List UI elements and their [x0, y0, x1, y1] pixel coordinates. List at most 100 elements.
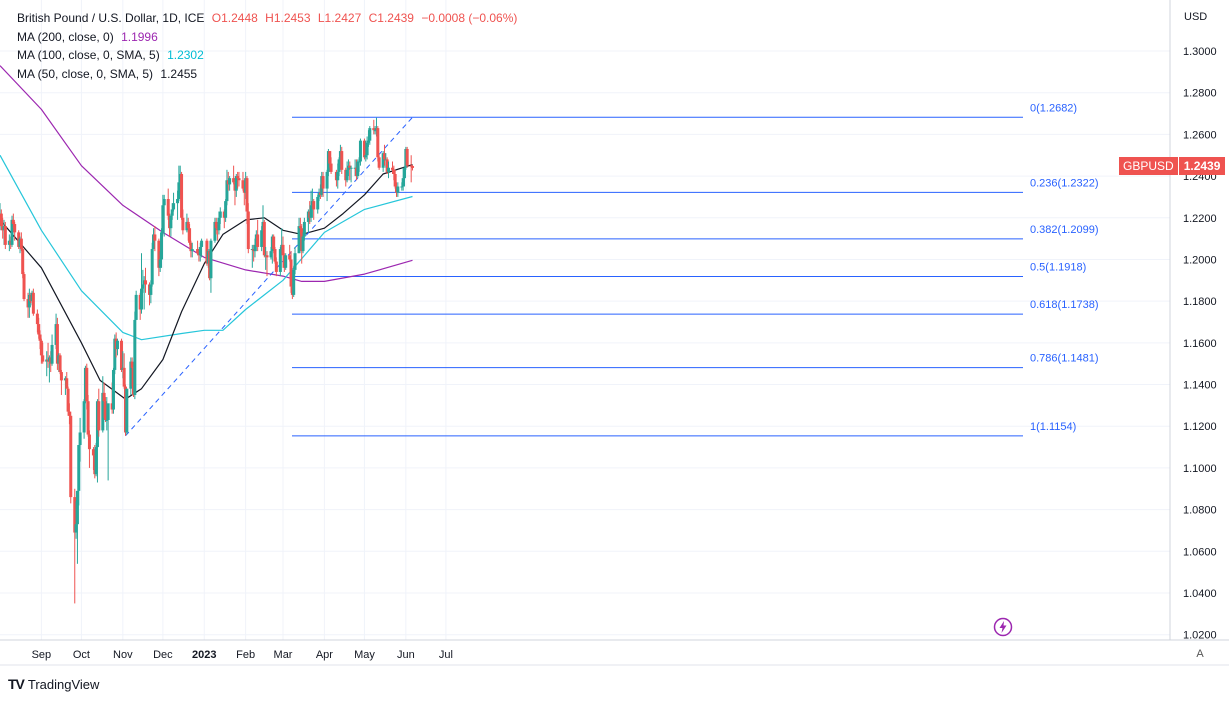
- candle: [50, 334, 54, 366]
- candle-body: [130, 361, 134, 368]
- candle-body: [253, 244, 257, 252]
- candle: [411, 165, 415, 171]
- candle-body: [134, 294, 138, 320]
- candle-body: [236, 176, 240, 179]
- candle-body: [392, 169, 396, 174]
- lightning-icon[interactable]: [993, 617, 1013, 637]
- candle-body: [13, 224, 17, 233]
- legend-ma50[interactable]: MA (50, close, 0, SMA, 5) 1.2455: [17, 65, 521, 84]
- candle: [200, 238, 204, 258]
- candle: [218, 207, 222, 225]
- candle: [356, 159, 360, 179]
- candle-body: [321, 176, 325, 189]
- auto-scale-button[interactable]: A: [1196, 648, 1204, 660]
- candle-body: [152, 234, 156, 250]
- candle-body: [377, 157, 381, 168]
- candle: [133, 311, 137, 400]
- candle-body: [358, 140, 362, 162]
- candle-body: [309, 205, 313, 218]
- candle: [273, 246, 277, 264]
- candle: [86, 394, 90, 437]
- moving-averages: [0, 65, 413, 400]
- candle-body: [329, 163, 333, 172]
- legend-ma200[interactable]: MA (200, close, 0) 1.1996: [17, 28, 521, 47]
- axes: USD: [0, 0, 1229, 666]
- candle: [22, 271, 26, 302]
- ohlc-open: O1.2448: [211, 11, 258, 25]
- candle-body: [198, 246, 202, 256]
- fib-level-label: 0(1.2682): [1030, 102, 1077, 114]
- candle: [77, 444, 81, 506]
- candle: [103, 397, 107, 423]
- candle-body: [401, 178, 405, 187]
- candle: [262, 219, 266, 258]
- candle-body: [181, 217, 185, 231]
- candle-body: [59, 372, 63, 381]
- candle-body: [209, 240, 213, 279]
- candle: [19, 232, 23, 252]
- candle: [66, 386, 70, 416]
- candle-body: [111, 369, 115, 410]
- candle-body: [317, 192, 321, 197]
- candle-body: [225, 180, 229, 202]
- x-tick-label: Dec: [153, 649, 173, 661]
- candle-body: [297, 226, 301, 254]
- candle: [246, 203, 250, 254]
- fib-retracement[interactable]: 0(1.2682) 0.236(1.2322) 0.382(1.2099) 0.5(1…: [292, 102, 1099, 437]
- candle-body: [101, 392, 105, 431]
- candle: [160, 228, 164, 268]
- candle-body: [162, 199, 166, 206]
- candle: [188, 224, 192, 245]
- legend-symbol-row: British Pound / U.S. Dollar, 1D, ICE O1.…: [17, 9, 521, 28]
- candle-body: [133, 319, 137, 395]
- candle-body: [161, 205, 165, 233]
- candle-body: [144, 280, 148, 285]
- ohlc-change: −0.0008 (−0.06%): [421, 11, 518, 25]
- candle: [111, 367, 115, 414]
- y-tick-label: 1.1400: [1183, 380, 1217, 392]
- candle: [312, 199, 316, 220]
- candle: [3, 221, 7, 250]
- candle-body: [364, 155, 368, 158]
- candle: [349, 165, 353, 183]
- currency-label: USD: [1184, 11, 1207, 23]
- candle-body: [256, 234, 260, 247]
- candle: [289, 251, 293, 293]
- price-tag-value: 1.2439: [1178, 157, 1226, 175]
- candle: [256, 219, 260, 252]
- candle-body: [411, 166, 415, 168]
- candle-body: [217, 217, 221, 231]
- y-tick-label: 1.0800: [1183, 505, 1217, 517]
- candle: [340, 146, 344, 174]
- candle-body: [336, 171, 340, 181]
- candle-body: [19, 238, 23, 250]
- x-tick-label: Jun: [397, 649, 415, 661]
- symbol-title[interactable]: British Pound / U.S. Dollar, 1D, ICE: [17, 11, 205, 25]
- x-tick-label: Jul: [439, 649, 453, 661]
- candle-body: [69, 415, 73, 498]
- candle-body: [382, 153, 386, 160]
- legend-ma100[interactable]: MA (100, close, 0, SMA, 5) 1.2302: [17, 46, 521, 65]
- ma50-value: 1.2455: [160, 66, 198, 81]
- candle-body: [97, 401, 101, 431]
- candle-body: [390, 167, 394, 170]
- candle-body: [328, 151, 332, 164]
- candle-body: [190, 249, 194, 252]
- candle-body: [105, 419, 109, 421]
- candle: [348, 161, 352, 181]
- x-tick-label: Oct: [73, 649, 90, 661]
- candle: [150, 242, 154, 287]
- candle: [190, 242, 194, 258]
- candle: [260, 226, 264, 252]
- candle-body: [345, 169, 349, 181]
- candle-body: [78, 432, 82, 445]
- y-tick-label: 1.1800: [1183, 296, 1217, 308]
- candle-body: [91, 449, 95, 456]
- candle: [232, 165, 236, 185]
- footer-brand[interactable]: TV TradingView: [8, 676, 99, 692]
- candle-body: [38, 334, 42, 341]
- candle: [41, 342, 45, 364]
- candle-body: [129, 361, 133, 389]
- candle-body: [39, 340, 43, 356]
